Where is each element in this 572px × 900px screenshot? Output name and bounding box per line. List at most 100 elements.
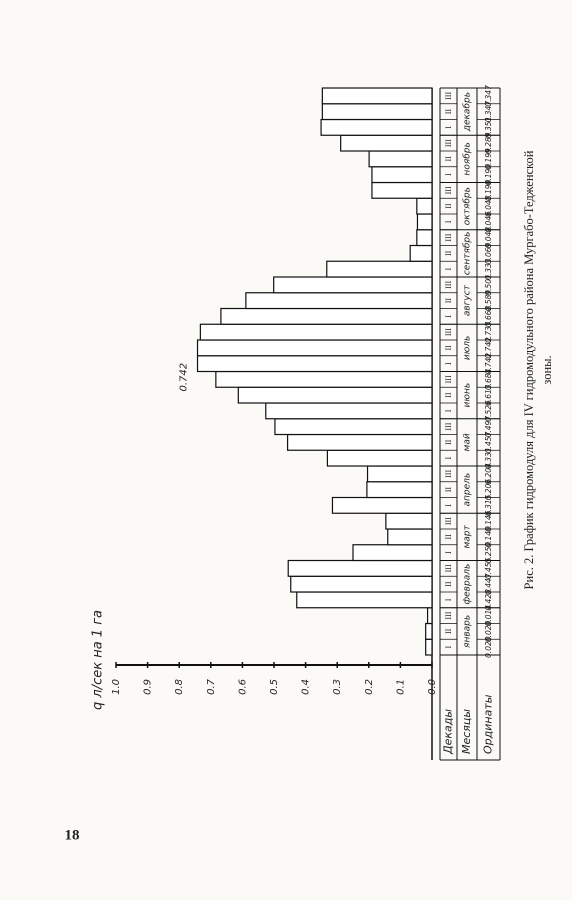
bar: [196, 355, 433, 373]
value-label: 0.046: [484, 211, 493, 233]
caption: зоны.: [540, 355, 554, 384]
month-label: февраль: [463, 564, 473, 605]
decade-label: II: [444, 250, 453, 256]
value-label: 0.501: [484, 274, 493, 295]
value-label: 0.347: [484, 101, 493, 123]
page-number: 18: [65, 827, 80, 843]
decade-label: III: [444, 470, 453, 478]
month-label: октябрь: [463, 187, 473, 225]
value-label: 0.190: [484, 179, 493, 201]
value-label: 0.048: [484, 195, 493, 217]
bar: [416, 213, 433, 231]
y-tick-label: 0.0: [427, 679, 438, 695]
decade-label: III: [444, 281, 453, 289]
bar: [286, 433, 433, 451]
decade-label: III: [444, 92, 453, 100]
value-label: 0.146: [484, 510, 493, 532]
value-label: 0.020: [484, 620, 493, 642]
bar: [321, 87, 433, 105]
bar: [320, 118, 433, 136]
month-label: май: [463, 433, 473, 451]
bar: [265, 402, 433, 420]
bar: [425, 638, 433, 656]
value-label: 0.190: [484, 164, 493, 186]
value-label: 0.733: [484, 321, 493, 343]
row-header: Ординаты: [482, 694, 495, 754]
annotation: 0.742: [179, 363, 190, 392]
decade-label: II: [444, 392, 453, 398]
bar: [425, 622, 433, 640]
rotated-chart: 0.0 0.1 0.2 0.3 0.4 0.5 0.6 0.7 0.8 0.9 1.0 q л/сек…: [91, 85, 554, 761]
value-label: 0.742: [484, 337, 493, 359]
bar: [352, 544, 433, 562]
decade-label: III: [444, 611, 453, 619]
bar: [385, 512, 433, 530]
value-label: 0.020: [484, 636, 493, 658]
bar: [426, 607, 433, 625]
bar: [287, 559, 433, 577]
decade-label: II: [444, 534, 453, 540]
value-label: 0.333: [484, 258, 493, 280]
decade-label: II: [444, 439, 453, 445]
decade-label: I: [444, 456, 453, 459]
bar: [199, 323, 433, 341]
decade-label: II: [444, 156, 453, 162]
decade-label: III: [444, 517, 453, 525]
y-tick-label: 0.9: [143, 679, 154, 695]
decade-label: I: [444, 173, 453, 176]
month-label: июнь: [463, 383, 473, 408]
value-label: 0.684: [484, 368, 493, 390]
decade-label: II: [444, 581, 453, 587]
bar: [321, 103, 433, 121]
value-label: 0.613: [484, 384, 493, 406]
y-tick-label: 0.5: [269, 679, 280, 695]
bar: [290, 575, 433, 593]
value-label: 0.526: [484, 400, 493, 422]
y-tick-label: 0.7: [206, 678, 217, 695]
value-label: 0.331: [484, 447, 493, 468]
decade-label: III: [444, 233, 453, 241]
month-label: декабрь: [463, 92, 473, 132]
bar: [409, 244, 433, 262]
value-label: 0.069: [484, 242, 493, 264]
y-tick-label: 0.6: [237, 679, 248, 695]
value-label: 0.140: [484, 526, 493, 548]
decade-label: II: [444, 487, 453, 493]
month-label: январь: [463, 615, 473, 648]
decade-label: I: [444, 409, 453, 412]
value-label: 0.204: [484, 463, 493, 485]
y-tick-label: 0.2: [364, 679, 375, 695]
y-tick-label: 0.8: [174, 679, 185, 695]
decade-label: III: [444, 564, 453, 572]
y-tick-label: 0.3: [332, 679, 343, 695]
decade-label: I: [444, 315, 453, 318]
value-label: 0.742: [484, 353, 493, 375]
decade-label: II: [444, 203, 453, 209]
decade-label: III: [444, 139, 453, 147]
value-label: 0.447: [484, 573, 493, 595]
bar: [274, 418, 433, 436]
month-label: апрель: [463, 473, 473, 507]
row-header: Месяцы: [460, 709, 473, 754]
value-label: 0.206: [484, 479, 493, 501]
bar: [296, 591, 433, 609]
value-label: 0.428: [484, 589, 493, 611]
decade-label: II: [444, 109, 453, 115]
decade-label: III: [444, 328, 453, 336]
bar: [340, 134, 433, 152]
y-tick-label: 0.1: [395, 679, 406, 695]
month-label: сентябрь: [463, 232, 473, 276]
value-label: 0.315: [484, 494, 493, 516]
decade-label: III: [444, 422, 453, 430]
value-label: 0.250: [484, 542, 493, 564]
decade-label: I: [444, 645, 453, 648]
decade-label: III: [444, 186, 453, 194]
value-label: 0.497: [484, 416, 493, 438]
bar: [215, 370, 433, 388]
bar: [331, 496, 433, 514]
y-tick-label: 0.4: [301, 679, 312, 695]
decade-label: I: [444, 551, 453, 554]
bar: [366, 481, 433, 499]
decade-label: II: [444, 298, 453, 304]
